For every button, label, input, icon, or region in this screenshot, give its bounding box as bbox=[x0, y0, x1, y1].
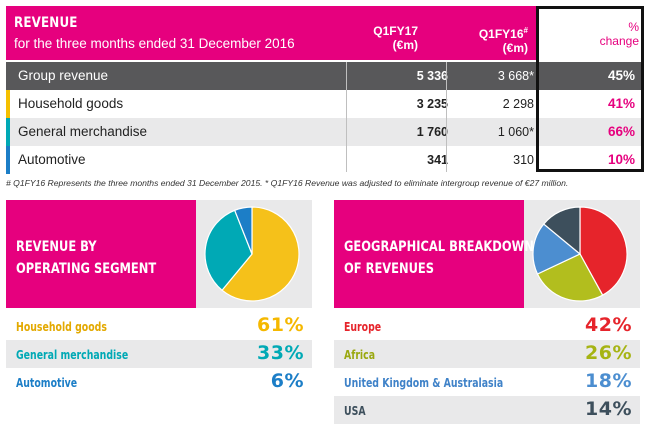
legend-item-usa: USA 14% bbox=[334, 396, 640, 424]
legend-value: 42% bbox=[585, 314, 632, 336]
legend-label: General merchandise bbox=[16, 348, 129, 362]
legend-value: 33% bbox=[257, 342, 304, 364]
table-row-group-revenue: Group revenue 5 336 3 668* 45% bbox=[6, 62, 644, 90]
legend-value: 6% bbox=[270, 370, 304, 392]
panel-header-background bbox=[334, 200, 524, 308]
row-label: Group revenue bbox=[18, 68, 109, 83]
column-divider bbox=[346, 62, 347, 172]
pie-slice-general-merchandise bbox=[204, 209, 253, 292]
row-change: 41% bbox=[607, 96, 635, 111]
pie-slice-europe bbox=[579, 206, 628, 297]
column-divider bbox=[446, 62, 447, 172]
row-change: 66% bbox=[607, 124, 635, 139]
pie-slice-automotive bbox=[233, 206, 253, 255]
pie-slice-united-kingdom-australasia bbox=[532, 223, 582, 275]
legend-label: USA bbox=[344, 404, 366, 418]
column-header-q1fy16: Q1FY16# (€m) bbox=[478, 26, 528, 55]
legend-label: Household goods bbox=[16, 320, 107, 334]
geography-pie-chart bbox=[532, 206, 628, 302]
title-line: OPERATING SEGMENT bbox=[16, 261, 157, 277]
geography-panel: GEOGRAPHICAL BREAKDOWN OF REVENUES Europ… bbox=[334, 200, 640, 428]
legend-item-household-goods: Household goods 61% bbox=[6, 312, 312, 340]
pie-slice-household-goods bbox=[221, 206, 300, 302]
table-title: REVENUE bbox=[14, 15, 78, 31]
row-value-q1fy17: 341 bbox=[427, 153, 448, 167]
legend-item-united-kingdom-australasia: United Kingdom & Australasia 18% bbox=[334, 368, 640, 396]
row-label: Household goods bbox=[18, 96, 124, 111]
pie-slice-africa bbox=[536, 253, 604, 302]
row-color-bar bbox=[6, 118, 10, 146]
legend-value: 18% bbox=[585, 370, 632, 392]
row-color-bar bbox=[6, 146, 10, 174]
legend-label: Automotive bbox=[16, 376, 78, 390]
row-value-q1fy17: 3 235 bbox=[416, 97, 448, 111]
table-row-household-goods: Household goods 3 235 2 298 41% bbox=[6, 90, 644, 118]
title-line: OF REVENUES bbox=[344, 261, 435, 277]
row-color-bar bbox=[6, 90, 10, 118]
legend-value: 26% bbox=[585, 342, 632, 364]
segment-panel-title: REVENUE BY OPERATING SEGMENT bbox=[16, 236, 156, 280]
column-header-change: % change bbox=[599, 20, 639, 48]
legend-value: 61% bbox=[257, 314, 304, 336]
segment-pie-chart bbox=[204, 206, 300, 302]
table-row-general-merchandise: General merchandise 1 760 1 060* 66% bbox=[6, 118, 644, 146]
column-header-q1fy17: Q1FY17 (€m) bbox=[373, 24, 418, 52]
title-line: GEOGRAPHICAL BREAKDOWN bbox=[344, 239, 534, 255]
row-change: 10% bbox=[607, 152, 635, 167]
legend-item-africa: Africa 26% bbox=[334, 340, 640, 368]
footnote: # Q1FY16 Represents the three months end… bbox=[6, 178, 569, 188]
row-label: Automotive bbox=[18, 152, 86, 167]
table-subtitle: for the three months ended 31 December 2… bbox=[14, 36, 295, 51]
row-label: General merchandise bbox=[18, 124, 148, 139]
legend-label: Europe bbox=[344, 320, 382, 334]
row-value-q1fy17: 5 336 bbox=[416, 69, 448, 83]
row-change: 45% bbox=[607, 68, 635, 83]
legend-label: Africa bbox=[344, 348, 376, 362]
legend-item-automotive: Automotive 6% bbox=[6, 368, 312, 396]
legend-item-general-merchandise: General merchandise 33% bbox=[6, 340, 312, 368]
pie-slice-usa bbox=[542, 206, 581, 256]
title-line: REVENUE BY bbox=[16, 239, 97, 255]
row-value-q1fy16: 3 668* bbox=[497, 69, 534, 83]
header-background bbox=[6, 6, 536, 60]
row-value-q1fy16: 2 298 bbox=[502, 97, 534, 111]
row-value-q1fy17: 1 760 bbox=[416, 125, 448, 139]
geography-panel-title: GEOGRAPHICAL BREAKDOWN OF REVENUES bbox=[344, 236, 534, 280]
table-header: REVENUE for the three months ended 31 De… bbox=[6, 6, 644, 60]
legend-label: United Kingdom & Australasia bbox=[344, 376, 504, 390]
row-value-q1fy16: 310 bbox=[513, 153, 534, 167]
segment-panel: REVENUE BY OPERATING SEGMENT Household g… bbox=[6, 200, 312, 428]
legend-item-europe: Europe 42% bbox=[334, 312, 640, 340]
panel-header-background bbox=[6, 200, 196, 308]
table-row-automotive: Automotive 341 310 10% bbox=[6, 146, 644, 174]
row-value-q1fy16: 1 060* bbox=[497, 125, 534, 139]
legend-value: 14% bbox=[585, 398, 632, 420]
